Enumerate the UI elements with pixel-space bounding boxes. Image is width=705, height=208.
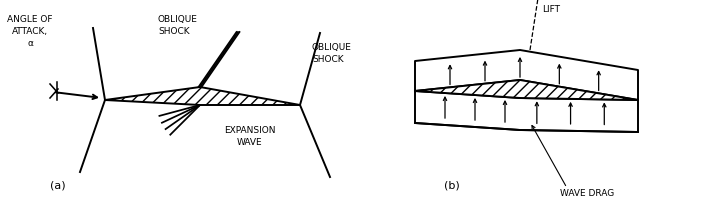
Polygon shape — [105, 87, 300, 105]
Text: (b): (b) — [444, 180, 460, 190]
Text: LIFT: LIFT — [542, 5, 560, 15]
Text: (a): (a) — [50, 180, 66, 190]
Text: OBLIQUE
SHOCK: OBLIQUE SHOCK — [312, 43, 352, 64]
Text: EXPANSION
WAVE: EXPANSION WAVE — [224, 126, 276, 147]
Text: ANGLE OF
ATTACK,
α: ANGLE OF ATTACK, α — [7, 15, 53, 48]
Polygon shape — [415, 80, 638, 100]
Text: OBLIQUE
SHOCK: OBLIQUE SHOCK — [158, 15, 198, 36]
Text: WAVE DRAG: WAVE DRAG — [560, 189, 614, 198]
